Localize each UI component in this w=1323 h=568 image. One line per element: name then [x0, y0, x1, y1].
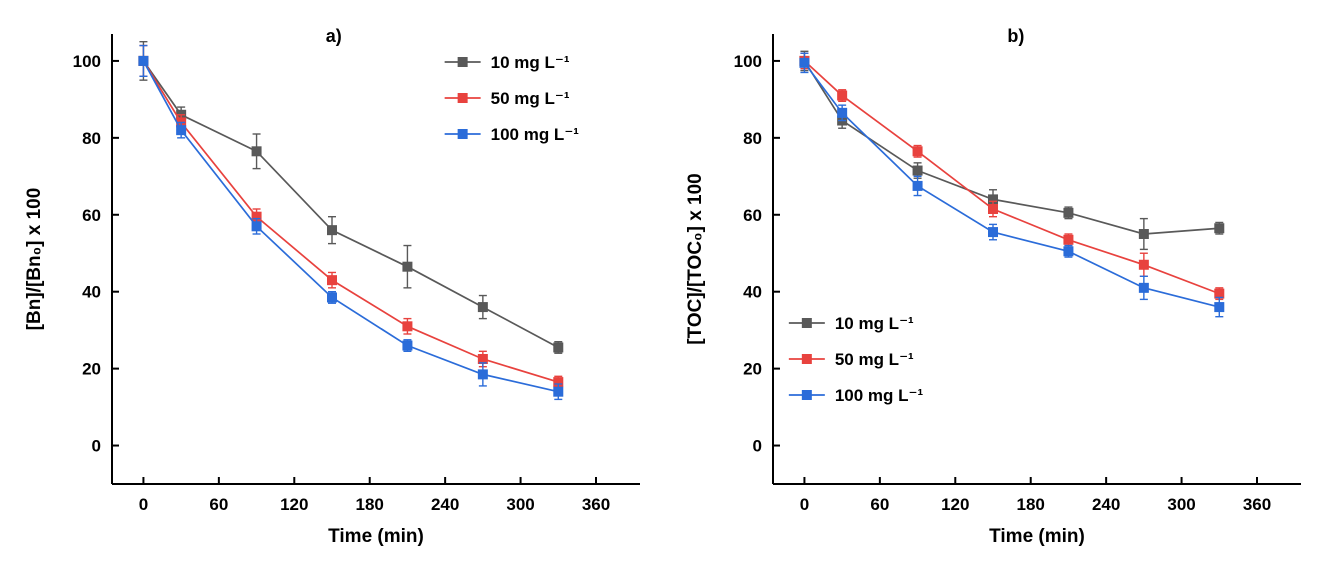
data-point-marker: [1063, 207, 1074, 218]
legend-label: 10 mg L⁻¹: [835, 314, 914, 333]
data-point-marker: [988, 227, 998, 238]
legend-label: 10 mg L⁻¹: [491, 53, 570, 72]
data-point-marker: [327, 275, 337, 286]
data-point-marker: [402, 340, 413, 351]
legend-label: 100 mg L⁻¹: [491, 125, 580, 144]
x-tick-label: 120: [280, 495, 308, 514]
y-tick-label: 0: [753, 437, 762, 456]
series-100-mg-l-: [138, 44, 564, 401]
x-tick-label: 0: [139, 495, 148, 514]
data-point-marker: [912, 165, 923, 176]
data-point-marker: [1214, 302, 1225, 313]
data-point-marker: [1063, 246, 1074, 257]
legend-label: 50 mg L⁻¹: [491, 89, 570, 108]
legend-marker: [801, 318, 812, 328]
x-axis-ticks: 0 60 120 180 240 300 360: [800, 477, 1271, 514]
x-axis-label: Time (min): [328, 526, 424, 547]
series-10-mg-l-: [799, 50, 1225, 251]
x-tick-label: 120: [941, 495, 969, 514]
y-tick-label: 60: [82, 206, 101, 225]
x-tick-label: 300: [506, 495, 534, 514]
chart-a: 0 60 120 180 240 300 360 0 20 40 60 80 100 Time (min)…: [0, 0, 661, 568]
series-50-mg-l-: [799, 52, 1225, 301]
data-point-marker: [251, 221, 262, 232]
x-tick-label: 180: [1017, 495, 1045, 514]
data-point-marker: [176, 125, 187, 136]
chart-b: 0 60 120 180 240 300 360 0 20 40 60 80 100 Time (min)…: [661, 0, 1322, 568]
y-axis-ticks: 0 20 40 60 80 100: [73, 52, 119, 456]
y-tick-label: 20: [743, 360, 762, 379]
axes: [111, 34, 640, 485]
x-tick-label: 240: [431, 495, 459, 514]
x-tick-label: 0: [800, 495, 809, 514]
y-tick-label: 100: [734, 52, 762, 71]
data-point-marker: [1063, 234, 1074, 245]
data-point-marker: [402, 261, 413, 272]
legend: 10 mg L⁻¹ 50 mg L⁻¹ 100 mg L⁻¹: [444, 53, 580, 144]
panel-label: a): [326, 26, 342, 46]
y-tick-label: 60: [743, 206, 762, 225]
x-tick-label: 360: [1243, 495, 1271, 514]
data-point-marker: [1138, 259, 1149, 270]
y-tick-label: 40: [82, 283, 101, 302]
data-point-marker: [837, 90, 848, 101]
legend-label: 50 mg L⁻¹: [835, 350, 914, 369]
chart-b-canvas: 0 60 120 180 240 300 360 0 20 40 60 80 100 Time (min)…: [685, 26, 1301, 547]
series-line: [142, 60, 559, 393]
x-axis-label: Time (min): [989, 526, 1085, 547]
y-tick-label: 40: [743, 283, 762, 302]
legend-marker: [457, 129, 468, 139]
data-point-marker: [251, 146, 262, 157]
legend-label: 100 mg L⁻¹: [835, 386, 924, 405]
axes: [772, 34, 1301, 485]
x-tick-label: 360: [582, 495, 610, 514]
data-point-marker: [402, 321, 413, 332]
data-point-marker: [799, 57, 810, 68]
data-point-marker: [477, 369, 488, 380]
legend-marker: [457, 93, 468, 103]
data-point-marker: [837, 107, 848, 118]
legend-marker: [801, 390, 812, 400]
data-point-marker: [327, 292, 337, 303]
data-point-marker: [1138, 229, 1149, 239]
data-point-marker: [477, 302, 488, 313]
series-line: [803, 60, 1220, 295]
data-point-marker: [1138, 282, 1149, 293]
y-axis-label: [TOC]/[TOC₀] x 100: [685, 173, 706, 345]
data-point-marker: [553, 386, 564, 397]
x-tick-label: 180: [356, 495, 384, 514]
data-point-marker: [553, 342, 564, 353]
legend-marker: [457, 57, 468, 67]
y-tick-label: 80: [82, 129, 101, 148]
data-point-marker: [912, 146, 923, 157]
data-point-marker: [988, 204, 998, 214]
y-tick-label: 80: [743, 129, 762, 148]
panel-label: b): [1007, 26, 1024, 46]
x-tick-label: 60: [209, 495, 228, 514]
legend-marker: [801, 354, 812, 364]
chart-a-canvas: 0 60 120 180 240 300 360 0 20 40 60 80 100 Time (min)…: [24, 26, 640, 547]
data-point-marker: [138, 55, 149, 66]
y-axis-label: [Bn]/[Bn₀] x 100: [24, 188, 45, 331]
series-line: [142, 60, 559, 383]
series-line: [803, 60, 1220, 235]
y-tick-label: 20: [82, 360, 101, 379]
series-100-mg-l-: [799, 52, 1225, 318]
y-axis-ticks: 0 20 40 60 80 100: [734, 52, 780, 456]
data-point-marker: [327, 225, 337, 236]
x-axis-ticks: 0 60 120 180 240 300 360: [139, 477, 610, 514]
y-tick-label: 100: [73, 52, 101, 71]
x-tick-label: 240: [1092, 495, 1120, 514]
x-tick-label: 60: [870, 495, 889, 514]
data-point-marker: [912, 180, 923, 191]
legend: 10 mg L⁻¹ 50 mg L⁻¹ 100 mg L⁻¹: [788, 314, 924, 405]
y-tick-label: 0: [92, 437, 101, 456]
x-tick-label: 300: [1167, 495, 1195, 514]
data-point-marker: [1214, 223, 1225, 234]
